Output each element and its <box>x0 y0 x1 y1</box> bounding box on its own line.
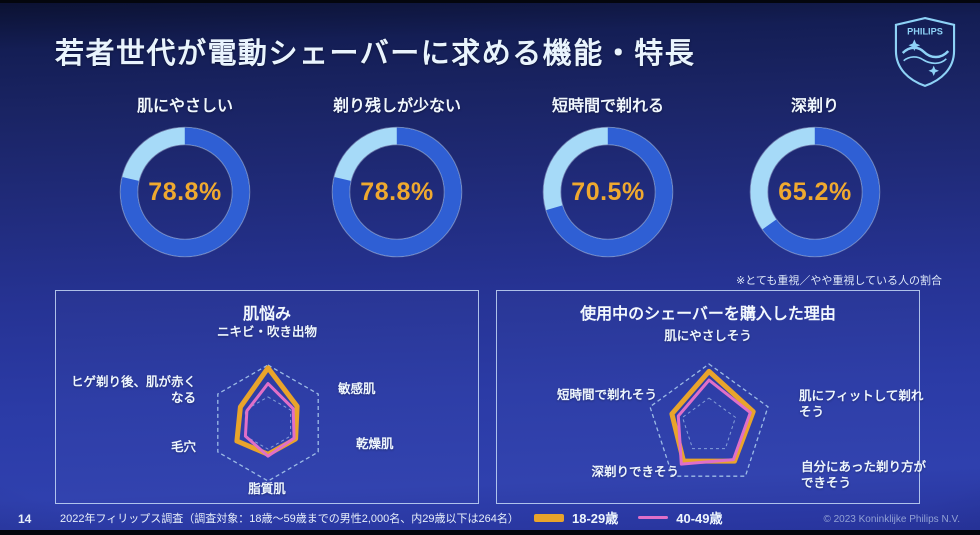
legend-label: 40-49歳 <box>676 511 723 526</box>
philips-shield-icon: PHILIPS <box>894 16 956 88</box>
copyright-text: © 2023 Koninklijke Philips N.V. <box>823 514 960 525</box>
radar-axis-label: 乾燥肌 <box>356 437 394 451</box>
legend-item-40-49: 40-49歳 <box>638 508 723 527</box>
legend-swatch-40-49 <box>638 516 669 519</box>
philips-wordmark: PHILIPS <box>907 27 943 37</box>
donut-ring <box>115 122 255 262</box>
chart-legend: 18-29歳 40-49歳 <box>534 508 723 527</box>
donut-ring <box>745 122 885 262</box>
panel-title: 肌悩み <box>242 306 291 323</box>
radar-axis-label: 毛穴 <box>170 440 196 454</box>
donut-chart-gentle-on-skin: 肌にやさしい 78.8% <box>100 92 270 262</box>
star-icon <box>908 39 921 52</box>
page-title: 若者世代が電動シェーバーに求める機能・特長 <box>55 38 696 70</box>
donut-ring <box>327 122 467 262</box>
radar-axis-label: 敏感肌 <box>338 382 376 396</box>
source-note: 2022年フィリップス調査（調査対象：18歳～59歳までの男性2,000名、内2… <box>60 513 519 525</box>
donut-ring <box>538 122 678 262</box>
donut-value: 78.8% <box>148 177 222 206</box>
radar-axis-label: 深剃りできそう <box>591 465 679 479</box>
radar-axis-label: 脂質肌 <box>248 482 286 496</box>
radar-axis-label: ヒゲ剃り後、肌が赤くなる <box>70 375 196 406</box>
photo-frame-top <box>0 0 980 3</box>
legend-item-18-29: 18-29歳 <box>534 508 618 527</box>
footnote-importance: ※とても重視／やや重視している人の割合 <box>735 275 942 287</box>
donut-value: 65.2% <box>778 177 852 206</box>
panel-purchase-reasons: 使用中のシェーバーを購入した理由 肌にやさしそう 肌にフィットして剃れそう 自分… <box>496 290 926 504</box>
donut-chart-title: 深剃り <box>790 98 839 115</box>
donut-chart-title: 短時間で剃れる <box>551 98 664 115</box>
radar-axis-label: 肌にフィットして剃れそう <box>799 389 924 420</box>
radar-axis-label: 自分にあった剃り方ができそう <box>801 460 927 491</box>
donut-value: 70.5% <box>571 177 645 206</box>
radar-axis-label: 短時間で剃れそう <box>556 388 657 402</box>
legend-label: 18-29歳 <box>572 511 619 526</box>
page-number: 14 <box>18 512 32 526</box>
legend-swatch-18-29 <box>534 513 564 522</box>
donut-chart-title: 肌にやさしい <box>136 98 233 115</box>
radar-chart-purchase-reasons <box>497 291 919 503</box>
panel-skin-concerns: 肌悩み ニキビ・吹き出物 敏感肌 乾燥肌 脂質肌 毛穴 ヒゲ剃り後、肌が赤くなる <box>55 290 479 504</box>
radar-axis-label: 肌にやさしそう <box>664 329 752 343</box>
photo-frame-bottom <box>0 530 980 535</box>
radar-chart-skin-concerns <box>56 291 478 503</box>
philips-logo: PHILIPS <box>894 16 956 93</box>
donut-chart-quick-shave: 短時間で剃れる 70.5% <box>523 92 693 262</box>
donut-chart-fewer-missed-spots: 剃り残しが少ない 78.8% <box>312 92 482 262</box>
panel-title: 使用中のシェーバーを購入した理由 <box>580 306 836 323</box>
star-icon <box>928 65 939 77</box>
donut-chart-title: 剃り残しが少ない <box>332 98 461 115</box>
donut-chart-close-shave: 深剃り 65.2% <box>730 92 900 262</box>
radar-axis-label: ニキビ・吹き出物 <box>216 325 317 339</box>
donut-value: 78.8% <box>360 177 434 206</box>
